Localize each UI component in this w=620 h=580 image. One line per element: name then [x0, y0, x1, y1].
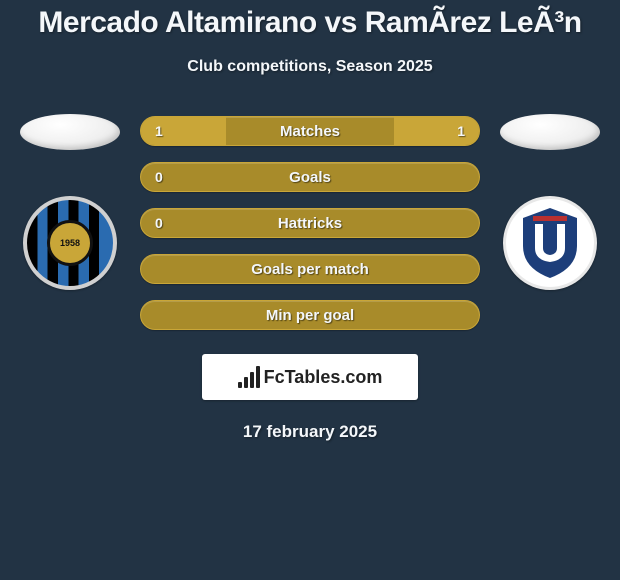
stats-list: 1 Matches 1 0 Goals 0 Hattricks Goals pe… [130, 116, 490, 330]
stat-row-hattricks: 0 Hattricks [140, 208, 480, 238]
club-badge-right [503, 196, 597, 290]
page-title: Mercado Altamirano vs RamÃ­rez LeÃ³n [0, 0, 620, 40]
stat-value-left: 0 [155, 215, 163, 231]
footer-brand-badge: FcTables.com [202, 354, 418, 400]
club-badge-left: 1958 [23, 196, 117, 290]
stat-fill-left [141, 117, 226, 145]
stat-label: Matches [280, 123, 340, 140]
stat-label: Min per goal [266, 307, 354, 324]
stat-value-right: 1 [457, 123, 465, 139]
player-right-silhouette [500, 114, 600, 150]
page-subtitle: Club competitions, Season 2025 [0, 58, 620, 76]
comparison-panel: 1958 1 Matches 1 0 Goals 0 Hattricks [0, 116, 620, 330]
stat-row-goals-per-match: Goals per match [140, 254, 480, 284]
stat-value-left: 0 [155, 169, 163, 185]
stat-value-left: 1 [155, 123, 163, 139]
stat-fill-right [394, 117, 479, 145]
stat-row-matches: 1 Matches 1 [140, 116, 480, 146]
club-badge-right-svg [515, 204, 585, 282]
page-date: 17 february 2025 [0, 422, 620, 442]
stat-row-goals: 0 Goals [140, 162, 480, 192]
footer-brand-text: FcTables.com [264, 367, 383, 388]
player-left-column: 1958 [10, 116, 130, 290]
player-left-silhouette [20, 114, 120, 150]
stat-label: Goals per match [251, 261, 369, 278]
footer-bars-icon [238, 366, 260, 388]
player-right-column [490, 116, 610, 290]
club-badge-left-year: 1958 [60, 238, 80, 248]
stat-label: Goals [289, 169, 331, 186]
stat-label: Hattricks [278, 215, 342, 232]
stat-row-min-per-goal: Min per goal [140, 300, 480, 330]
